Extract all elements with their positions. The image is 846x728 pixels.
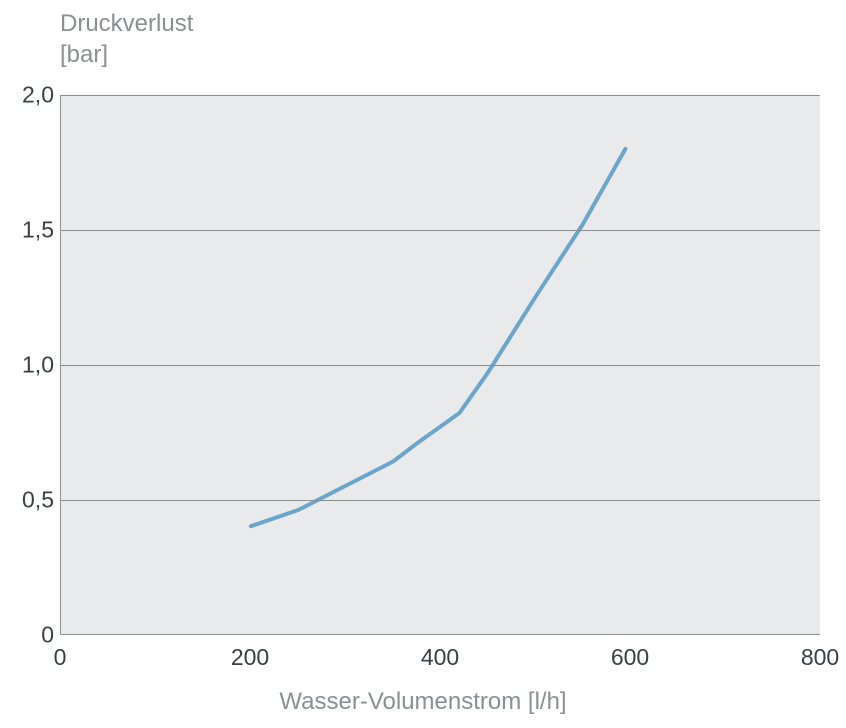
- x-tick-label: 200: [231, 644, 269, 671]
- x-axis-title: Wasser-Volumenstrom [l/h]: [0, 688, 846, 716]
- y-tick-label: 0: [4, 622, 54, 649]
- pressure-loss-chart: Druckverlust [bar] 0 0,5 1,0 1,5 2,0 0 200 400…: [0, 0, 846, 728]
- x-tick-label: 800: [801, 644, 839, 671]
- gridline-h: [61, 365, 820, 366]
- y-axis-title-line1: Druckverlust: [60, 10, 193, 37]
- y-tick-label: 0,5: [4, 487, 54, 514]
- gridline-h: [61, 230, 820, 231]
- y-tick-label: 2,0: [4, 82, 54, 109]
- y-axis-title-line2: [bar]: [60, 41, 108, 68]
- plot-area: [60, 95, 820, 635]
- x-tick-label: 0: [54, 644, 67, 671]
- gridline-h: [61, 95, 820, 96]
- y-axis-title: Druckverlust [bar]: [60, 8, 193, 70]
- x-tick-label: 400: [421, 644, 459, 671]
- data-line: [251, 149, 626, 526]
- gridline-h: [61, 500, 820, 501]
- y-tick-label: 1,0: [4, 352, 54, 379]
- y-tick-label: 1,5: [4, 217, 54, 244]
- x-tick-label: 600: [611, 644, 649, 671]
